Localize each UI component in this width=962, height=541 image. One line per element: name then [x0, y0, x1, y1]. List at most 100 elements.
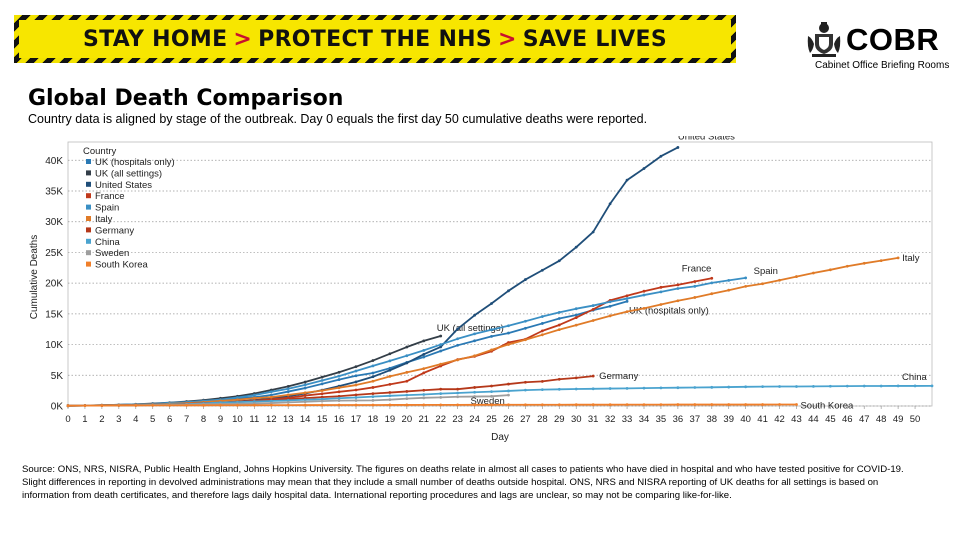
- source-note: Source: ONS, NRS, NISRA, Public Health E…: [22, 464, 904, 501]
- x-tick-label: 47: [859, 414, 870, 425]
- data-point: [388, 398, 392, 402]
- data-point: [574, 307, 578, 311]
- data-point: [303, 403, 307, 407]
- data-point: [252, 400, 256, 403]
- legend-swatch: [86, 204, 91, 210]
- banner-separator: >: [498, 26, 517, 52]
- data-point: [896, 384, 900, 388]
- data-point: [557, 387, 561, 391]
- series-end-label: United States: [678, 136, 735, 142]
- y-tick-label: 0K: [51, 402, 64, 413]
- data-point: [269, 395, 273, 399]
- data-point: [676, 287, 680, 290]
- data-point: [405, 345, 409, 349]
- data-point: [761, 385, 764, 389]
- x-tick-label: 21: [418, 414, 429, 425]
- data-point: [388, 352, 392, 356]
- banner-stay-home: STAY HOME: [83, 26, 228, 52]
- x-tick-label: 27: [520, 414, 531, 425]
- data-point: [676, 299, 680, 303]
- data-point: [625, 403, 629, 407]
- legend-item: Italy: [95, 214, 113, 225]
- data-point: [693, 386, 697, 389]
- data-point: [727, 278, 731, 282]
- x-tick-label: 12: [266, 414, 277, 425]
- campaign-banner-text: STAY HOME > PROTECT THE NHS > SAVE LIVES: [19, 20, 731, 58]
- x-tick-label: 45: [825, 414, 836, 425]
- x-tick-label: 19: [385, 414, 396, 425]
- data-point: [557, 310, 561, 314]
- x-tick-label: 35: [656, 414, 667, 425]
- data-point: [66, 404, 70, 408]
- data-point: [659, 285, 663, 289]
- legend-item: UK (hospitals only): [95, 157, 175, 168]
- legend-swatch: [86, 181, 91, 187]
- data-point: [405, 397, 409, 401]
- data-point: [557, 317, 561, 320]
- data-point: [236, 396, 239, 399]
- data-point: [473, 332, 476, 336]
- data-point: [507, 403, 510, 407]
- data-point: [693, 296, 697, 299]
- data-point: [320, 395, 324, 399]
- data-point: [422, 371, 426, 375]
- data-point: [710, 385, 714, 389]
- data-point: [625, 294, 629, 298]
- data-point: [574, 376, 578, 380]
- data-point: [676, 386, 680, 390]
- data-point: [693, 284, 697, 288]
- x-axis-label: Day: [491, 432, 509, 443]
- data-point: [286, 387, 290, 391]
- data-point: [320, 375, 324, 379]
- data-point: [642, 167, 646, 170]
- y-tick-label: 30K: [45, 217, 63, 228]
- data-point: [286, 399, 290, 402]
- x-tick-label: 9: [218, 414, 223, 425]
- series-end-label: South Korea: [800, 401, 854, 412]
- data-point: [744, 385, 748, 389]
- x-tick-label: 22: [435, 414, 446, 425]
- data-point: [354, 374, 358, 378]
- data-point: [557, 328, 561, 332]
- y-tick-label: 25K: [45, 248, 63, 259]
- data-point: [795, 403, 798, 406]
- data-point: [320, 399, 324, 403]
- legend-swatch: [86, 170, 91, 176]
- legend-swatch: [86, 238, 91, 244]
- data-point: [269, 399, 273, 403]
- data-point: [405, 361, 409, 365]
- cobr-logo: COBR Cabinet Office Briefing Rooms: [806, 20, 949, 72]
- data-point: [608, 300, 612, 304]
- data-point: [337, 374, 341, 378]
- series-line-spain: [67, 277, 746, 407]
- data-point: [473, 386, 476, 389]
- x-tick-label: 46: [842, 414, 853, 425]
- data-point: [439, 334, 443, 338]
- data-point: [202, 403, 205, 407]
- data-point: [744, 403, 748, 406]
- x-tick-label: 36: [673, 414, 684, 425]
- y-tick-label: 5K: [51, 371, 64, 382]
- data-point: [727, 403, 731, 406]
- data-point: [812, 271, 815, 275]
- x-tick-label: 23: [452, 414, 463, 425]
- x-tick-label: 16: [334, 414, 345, 425]
- data-point: [608, 202, 612, 206]
- data-point: [524, 403, 527, 407]
- data-point: [473, 395, 476, 398]
- data-point: [371, 392, 375, 395]
- data-point: [676, 146, 680, 149]
- legend-item: Spain: [95, 203, 119, 214]
- data-point: [422, 403, 426, 407]
- data-point: [879, 384, 883, 388]
- data-point: [507, 343, 510, 346]
- data-point: [354, 399, 358, 402]
- data-point: [286, 393, 290, 397]
- data-point: [320, 397, 324, 401]
- data-point: [557, 403, 561, 407]
- data-point: [778, 278, 781, 282]
- data-point: [540, 268, 544, 272]
- x-tick-label: 1: [82, 414, 87, 425]
- legend-swatch: [86, 216, 91, 221]
